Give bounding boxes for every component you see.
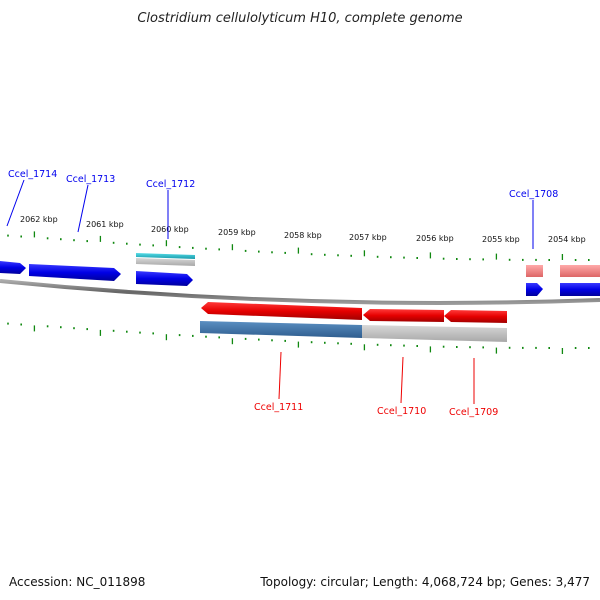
scale-label: 2062 kbp [20, 215, 58, 224]
gene-label[interactable]: Ccel_1711 [254, 402, 303, 413]
gene-arrow[interactable] [363, 309, 444, 322]
gene-label[interactable]: Ccel_1709 [449, 407, 498, 418]
label-leader-line [278, 351, 282, 400]
gene-label[interactable]: Ccel_1713 [66, 174, 115, 185]
scale-label: 2056 kbp [416, 234, 454, 243]
gene-arrow [526, 265, 543, 277]
scale-label: 2055 kbp [482, 235, 520, 244]
forward-gene-labels: Ccel_1714 Ccel_1713 Ccel_1712 Ccel_1708 [6, 169, 558, 249]
label-leader-line [77, 184, 89, 233]
forward-strand-genes [0, 253, 600, 296]
accession-text: Accession: NC_011898 [9, 575, 145, 589]
gene-arrow[interactable] [0, 261, 26, 274]
gene-arrow [560, 265, 600, 277]
genome-summary-text: Topology: circular; Length: 4,068,724 bp… [259, 575, 590, 589]
map-title: Clostridium cellulolyticum H10, complete… [137, 11, 462, 26]
gene-arrow[interactable] [444, 310, 507, 323]
scale-label: 2059 kbp [218, 228, 256, 237]
gene-arrow [136, 258, 195, 266]
gene-label[interactable]: Ccel_1710 [377, 406, 426, 417]
gene-arrow[interactable] [201, 302, 362, 320]
gene-label[interactable]: Ccel_1712 [146, 179, 195, 190]
gene-arrow[interactable] [560, 283, 600, 296]
gene-arrow [200, 321, 362, 338]
gene-arrow[interactable] [136, 271, 193, 286]
gene-arrow[interactable] [526, 283, 543, 296]
scale-label: 2058 kbp [284, 231, 322, 240]
scale-labels: 2062 kbp 2061 kbp 2060 kbp 2059 kbp 2058… [20, 215, 586, 244]
label-leader-line [400, 356, 404, 404]
label-leader-line [6, 179, 25, 227]
scale-ticks-reverse [7, 322, 590, 354]
scale-ticks-forward [7, 231, 590, 261]
scale-label: 2054 kbp [548, 235, 586, 244]
gene-label[interactable]: Ccel_1714 [8, 169, 57, 180]
gene-arrow[interactable] [29, 264, 121, 281]
gene-label[interactable]: Ccel_1708 [509, 189, 558, 200]
scale-label: 2060 kbp [151, 225, 189, 234]
gene-arrow [362, 325, 507, 342]
reverse-gene-labels: Ccel_1711 Ccel_1710 Ccel_1709 [254, 351, 498, 418]
reverse-strand-genes [200, 302, 507, 342]
scale-label: 2061 kbp [86, 220, 124, 229]
genome-backbone [0, 279, 600, 305]
gene-arrow[interactable] [136, 253, 195, 259]
scale-label: 2057 kbp [349, 233, 387, 242]
